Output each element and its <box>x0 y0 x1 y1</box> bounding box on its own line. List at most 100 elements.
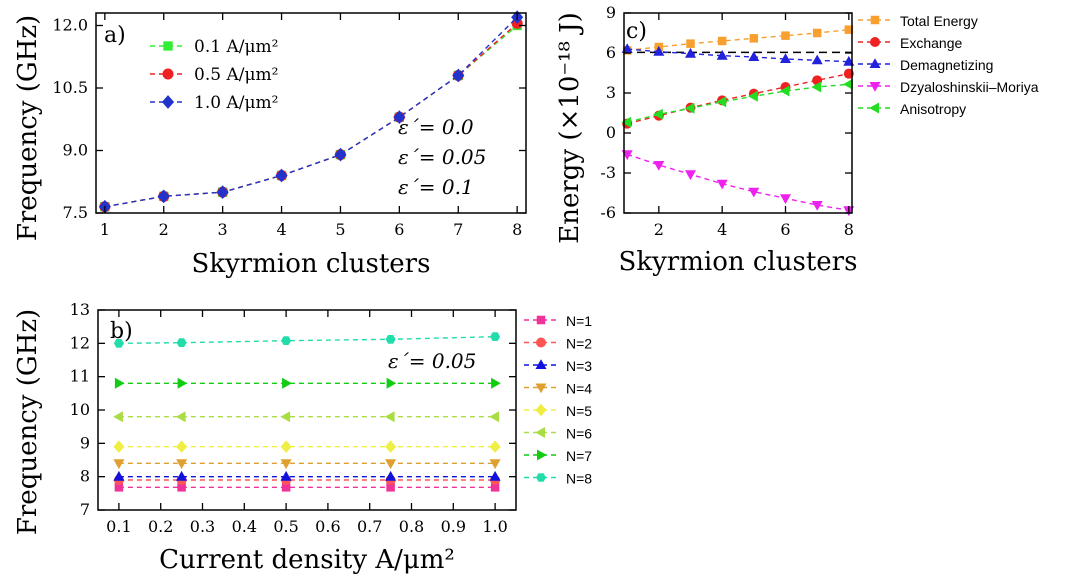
panel-b-xlabel: Current density A/μm² <box>159 545 455 575</box>
data-point <box>177 377 188 389</box>
data-point <box>334 147 347 162</box>
data-point <box>275 168 288 183</box>
y-tick-label: 0 <box>606 123 616 142</box>
panel-a-eps-2: ε´= 0.05 <box>398 145 486 169</box>
data-point <box>282 377 292 389</box>
legend-label: N=6 <box>566 426 592 442</box>
legend-item: N=3 <box>524 358 592 374</box>
y-tick-label: -3 <box>600 163 616 182</box>
legend-label: N=2 <box>566 336 592 352</box>
panel-b-ticks: 0.1 0.2 0.3 0.4 0.5 0.6 0.7 0.8 0.9 1.0 7 8 9 10 11 12 1… <box>70 300 516 536</box>
x-tick-label: 0.7 <box>357 517 382 536</box>
x-tick-label: 0.5 <box>273 517 298 536</box>
legend-label: N=7 <box>566 448 592 464</box>
legend-item: N=7 <box>524 448 592 464</box>
data-point <box>491 377 501 389</box>
y-tick-label: 10 <box>70 400 90 419</box>
legend-label: N=4 <box>566 381 592 397</box>
series-5 <box>113 411 500 423</box>
data-point <box>811 54 823 65</box>
data-point <box>781 31 790 40</box>
data-point <box>843 78 853 90</box>
legend-marker <box>163 41 173 51</box>
x-tick-label: 0.1 <box>106 517 131 536</box>
data-point <box>386 377 397 389</box>
legend-item: 0.5 A/μm² <box>150 65 278 85</box>
legend-marker <box>869 58 881 68</box>
series-line <box>627 48 849 63</box>
panel-a-eps-3: ε´= 0.1 <box>398 175 474 199</box>
legend-marker <box>535 427 545 438</box>
series-line <box>627 83 849 123</box>
data-point <box>748 187 760 198</box>
data-point <box>176 470 188 481</box>
y-tick-label: 11 <box>70 367 90 386</box>
data-point <box>280 459 292 470</box>
data-point <box>489 440 501 453</box>
panel-b-eps: ε´= 0.05 <box>388 349 476 373</box>
x-tick-label: 6 <box>780 220 790 239</box>
data-point <box>385 335 396 344</box>
panel-c-ylabel: Energy (×10⁻¹⁸ J) <box>555 12 585 244</box>
x-tick-label: 6 <box>394 220 404 239</box>
x-tick-label: 5 <box>335 220 345 239</box>
data-point <box>281 336 292 345</box>
legend-label: Dzyaloshinskii–Moriya <box>900 79 1039 95</box>
data-point <box>716 96 727 108</box>
legend-label: N=8 <box>566 471 592 487</box>
legend-item: N=1 <box>524 313 592 329</box>
legend-marker <box>535 359 547 369</box>
data-point <box>393 110 406 124</box>
y-tick-label: 12 <box>70 333 90 352</box>
data-point <box>779 85 790 97</box>
data-point <box>385 459 397 470</box>
data-point <box>748 90 758 102</box>
legend-marker <box>537 449 547 461</box>
series-line <box>104 16 518 208</box>
legend-label: N=5 <box>566 403 592 419</box>
legend-label: Total Energy <box>900 13 978 29</box>
data-point <box>280 440 292 453</box>
data-point <box>280 411 291 423</box>
series-3 <box>113 459 501 470</box>
legend-marker <box>536 315 546 325</box>
legend-label: Anisotropy <box>900 101 966 117</box>
data-point <box>385 470 397 481</box>
data-point <box>653 45 665 56</box>
data-point <box>177 483 186 492</box>
legend-marker <box>162 68 174 80</box>
data-point <box>113 470 125 481</box>
y-tick-label: 8 <box>80 467 90 486</box>
y-tick-label: 7.5 <box>63 203 88 222</box>
legend-item: Exchange <box>858 35 962 51</box>
panel-a-letter: a) <box>104 23 126 48</box>
series-4 <box>621 78 853 128</box>
x-tick-label: 1 <box>100 220 110 239</box>
data-point <box>811 201 823 211</box>
legend-marker <box>536 337 546 348</box>
x-tick-label: 2 <box>654 220 664 239</box>
data-point <box>811 81 822 93</box>
legend-item: 1.0 A/μm² <box>150 93 278 113</box>
panel-b-series <box>113 332 501 492</box>
data-point <box>490 332 501 341</box>
data-point <box>114 483 124 492</box>
panel-a-xlabel: Skyrmion clusters <box>192 249 431 279</box>
legend-label: N=3 <box>566 358 592 374</box>
data-point <box>176 338 187 347</box>
legend-marker <box>870 37 880 47</box>
panel-a-series <box>98 10 524 214</box>
data-point <box>780 194 791 205</box>
series-2 <box>113 470 501 481</box>
x-tick-label: 4 <box>276 220 286 239</box>
panel-b: 0.1 0.2 0.3 0.4 0.5 0.6 0.7 0.8 0.9 1.0 7 8 9 10 11 12 1… <box>13 300 592 575</box>
data-point <box>176 459 188 470</box>
legend-marker <box>535 383 547 394</box>
legend-label: Exchange <box>900 35 962 51</box>
panel-c-ticks: 2 4 6 8 -6 -3 0 3 6 9 <box>600 3 854 239</box>
data-point <box>653 108 663 120</box>
data-point <box>717 36 727 46</box>
legend-item: Total Energy <box>858 13 978 29</box>
x-tick-label: 3 <box>218 220 228 239</box>
legend-item: Anisotropy <box>858 101 966 117</box>
